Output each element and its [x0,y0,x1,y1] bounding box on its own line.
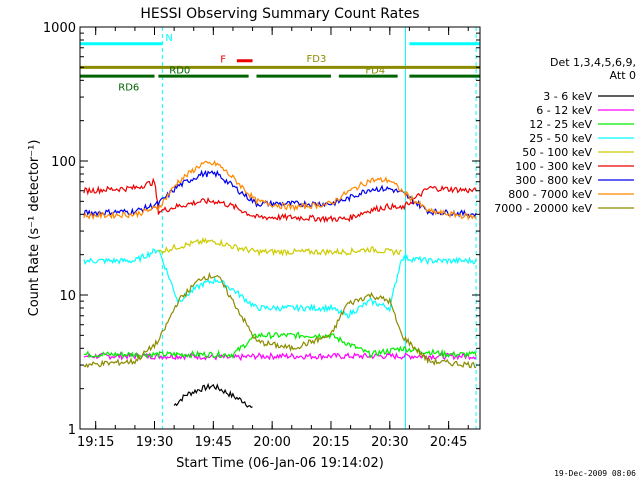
x-tick-label-4: 20:15 [312,435,349,450]
legend-label-5: 100 - 300 keV [515,160,592,173]
series-6 [83,169,477,219]
series-line-4 [158,237,402,257]
y-tick-label-3: 1000 [43,21,76,36]
series-line-7 [83,159,477,221]
legend-label-4: 50 - 100 keV [522,146,592,159]
y-tick-label-2: 100 [51,155,76,170]
x-tick-label-5: 20:30 [371,435,408,450]
series-0 [173,382,253,409]
chart-title: HESSI Observing Summary Count Rates [140,6,419,22]
series-3 [83,248,477,319]
flag-label-0: N [165,33,172,44]
x-tick-label-6: 20:45 [430,435,467,450]
flag-label-3: FD4 [365,65,385,76]
flag-label-5: RD6 [118,83,139,94]
flag-label-4: RD0 [169,66,190,77]
x-tick-label-0: 19:15 [77,435,114,450]
flag-label-1: F [220,55,226,66]
series-line-5 [83,177,477,224]
legend-label-2: 12 - 25 keV [529,118,592,131]
x-axis-label: Start Time (06-Jan-06 19:14:02) [176,456,384,471]
x-axis: 19:15 19:30 19:45 20:00 20:15 20:30 20:45 [77,27,469,450]
series-4 [158,237,402,257]
legend-label-3: 25 - 50 keV [529,132,592,145]
y-axis-label: Count Rate (s⁻¹ detector⁻¹) [27,140,42,317]
series-line-6 [83,169,477,219]
series-8 [83,271,477,369]
legend-header-0: Det 1,3,4,5,6,9, [550,56,636,69]
timestamp: 19-Dec-2009 08:06 [554,469,636,478]
legend-label-8: 7000 - 20000 keV [494,202,592,215]
series-5 [83,177,477,224]
series-2 [83,331,477,360]
y-axis: 1 10 100 1000 [43,21,480,438]
plot-area: N F FD3 FD4 RD0 RD6 [79,27,480,429]
series-line-8 [83,271,477,369]
legend-header-1: Att 0 [610,69,636,82]
legend-label-6: 300 - 800 keV [515,174,592,187]
legend-label-7: 800 - 7000 keV [508,188,592,201]
y-tick-label-1: 10 [59,289,76,304]
x-tick-label-3: 20:00 [253,435,290,450]
series-line-2 [83,331,477,360]
series-7 [83,159,477,221]
series-line-0 [173,382,253,409]
y-tick-label-0: 1 [68,423,76,438]
legend-label-0: 3 - 6 keV [543,90,592,103]
plot-frame [79,26,481,430]
series-line-3 [83,248,477,319]
x-tick-label-2: 19:45 [195,435,232,450]
flag-label-2: FD3 [307,54,327,65]
legend-label-1: 6 - 12 keV [536,104,592,117]
x-tick-label-1: 19:30 [136,435,173,450]
